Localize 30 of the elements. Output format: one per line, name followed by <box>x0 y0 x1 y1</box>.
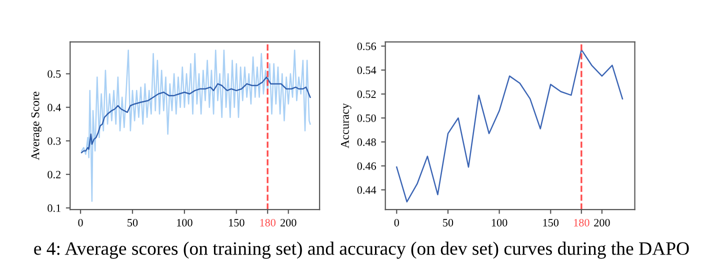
y-tick-label: 0.5 <box>48 70 61 78</box>
y-tick-label: 0.1 <box>48 204 60 212</box>
text: e 4: Average scores (on training set) and accuracy (on dev set) curves during the DAPO <box>34 242 689 259</box>
x-tick-label: 100 <box>492 218 508 226</box>
y-tick-label: 0.46 <box>357 162 376 170</box>
x-tick-label: 0 <box>78 218 83 226</box>
y-tick-label: 0.44 <box>357 186 376 194</box>
x-tick-label: 0 <box>394 218 400 226</box>
x-tick-label: 180 <box>260 218 276 226</box>
x-tick-label: 150 <box>543 218 559 226</box>
x-tick-label: 50 <box>443 218 454 226</box>
y-tick-label: 0.4 <box>48 104 61 112</box>
x-tick-label: 180 <box>574 218 590 226</box>
y-axis-title: Average Score <box>31 92 42 160</box>
y-tick-label: 0.54 <box>357 66 376 74</box>
line-series <box>80 76 311 154</box>
x-tick-label: 150 <box>229 218 244 226</box>
y-tick-label: 0.48 <box>357 138 376 146</box>
y-tick-label: 0.52 <box>357 90 376 98</box>
x-tick-label: 200 <box>280 218 296 226</box>
x-tick-label: 50 <box>128 218 138 226</box>
x-tick-label: 200 <box>594 218 610 226</box>
y-tick-label: 0.56 <box>357 42 376 50</box>
y-axis-title: Accuracy <box>340 103 352 148</box>
x-tick-label: 100 <box>177 218 192 226</box>
y-tick-label: 0.2 <box>48 170 60 178</box>
line-series <box>80 50 311 202</box>
y-tick-label: 0.3 <box>48 137 61 145</box>
y-tick-label: 0.50 <box>357 114 376 122</box>
line-series <box>396 49 624 202</box>
